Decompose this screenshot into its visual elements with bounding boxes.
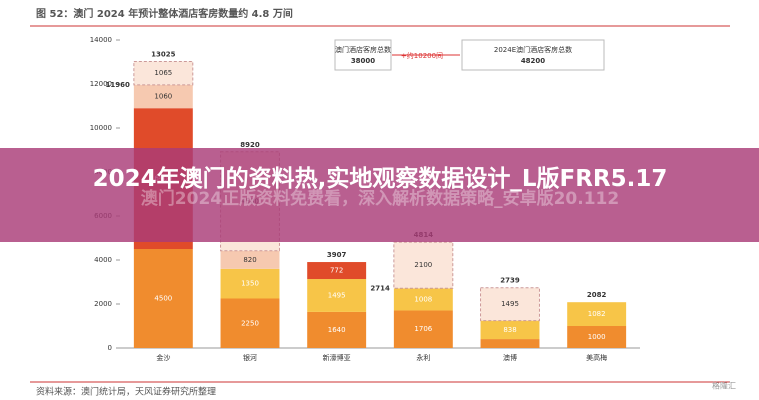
total-label: 13025	[151, 50, 175, 58]
segment-label: 1495	[328, 291, 346, 299]
bar-segment	[220, 268, 280, 299]
total-label: 3907	[327, 251, 347, 259]
segment-label: 1060	[154, 93, 172, 101]
segment-label: 4500	[154, 295, 172, 303]
watermark: 格隆汇	[712, 381, 736, 391]
summary-box	[461, 39, 605, 71]
segment-label: 1495	[501, 300, 519, 308]
box-value: 48200	[521, 57, 545, 65]
bar-segment	[480, 287, 540, 322]
bar-segment	[393, 288, 453, 311]
bar-segment	[480, 320, 540, 340]
y-tick-label: 10000	[90, 124, 112, 132]
y-tick-label: 14000	[90, 36, 112, 44]
source: 资料来源：澳门统计局，天风证券研究所整理	[36, 386, 216, 398]
total-label: 8920	[240, 141, 260, 149]
subtotal-label: 11960	[106, 81, 130, 89]
bar-segment	[220, 298, 280, 348]
y-tick-label: 0	[108, 344, 112, 352]
y-tick-label: 2000	[94, 300, 112, 308]
bar-segment	[307, 279, 367, 312]
x-tick-label: 新濠博亚	[323, 353, 351, 362]
segment-label: 1082	[588, 310, 606, 318]
bar-segment	[480, 339, 540, 348]
x-tick-label: 美高梅	[586, 353, 607, 362]
banner: 澳门2024正版资料免费看，深入解析数据策略_安卓版20.112 2024年澳门…	[0, 148, 759, 242]
segment-label: 1065	[154, 69, 172, 77]
bar-segment	[393, 241, 454, 289]
segment-label: 1706	[414, 325, 432, 333]
x-tick-label: 金沙	[156, 353, 170, 362]
y-tick-label: 4000	[94, 256, 112, 264]
total-label: 2739	[500, 277, 520, 285]
segment-label: 1000	[588, 333, 606, 341]
segment-label: 2250	[241, 319, 259, 327]
segment-label: 772	[330, 267, 343, 275]
segment-label: 838	[503, 326, 516, 334]
bar-segment	[307, 262, 367, 280]
segment-label: 1008	[414, 295, 432, 303]
segment-label: 1640	[328, 326, 346, 334]
subtotal-label: 2714	[370, 284, 390, 292]
x-tick-label: 澳博	[503, 353, 517, 362]
bar-segment	[567, 326, 627, 348]
box-value: 38000	[351, 57, 375, 65]
banner-subtitle: 澳门2024正版资料免费看，深入解析数据策略_安卓版20.112	[140, 189, 620, 209]
segment-label: 2100	[414, 261, 432, 269]
chart-title: 图 52：澳门 2024 年预计整体酒店客房数量约 4.8 万间	[36, 7, 293, 20]
segment-label: 820	[243, 256, 256, 264]
summary-box	[334, 39, 392, 71]
banner-title: 2024年澳门的资料热,实地观察数据设计_L版FRR5.17	[92, 166, 668, 192]
x-tick-label: 银河	[243, 353, 257, 362]
box-label: 2024E澳门酒店客房总数	[494, 45, 572, 54]
x-tick-label: 永利	[416, 353, 430, 362]
total-label: 2082	[587, 291, 607, 299]
bar-segment	[393, 310, 453, 348]
bar-segment	[133, 249, 193, 348]
segment-label: 1350	[241, 280, 259, 288]
box-label: 澳门酒店客房总数	[335, 45, 391, 54]
bar-segment	[567, 302, 627, 326]
y-tick-label: 12000	[90, 80, 112, 88]
bar-segment	[307, 311, 367, 348]
bar-segment	[220, 250, 280, 269]
bar-segment	[133, 60, 194, 86]
bar-segment	[133, 84, 193, 109]
